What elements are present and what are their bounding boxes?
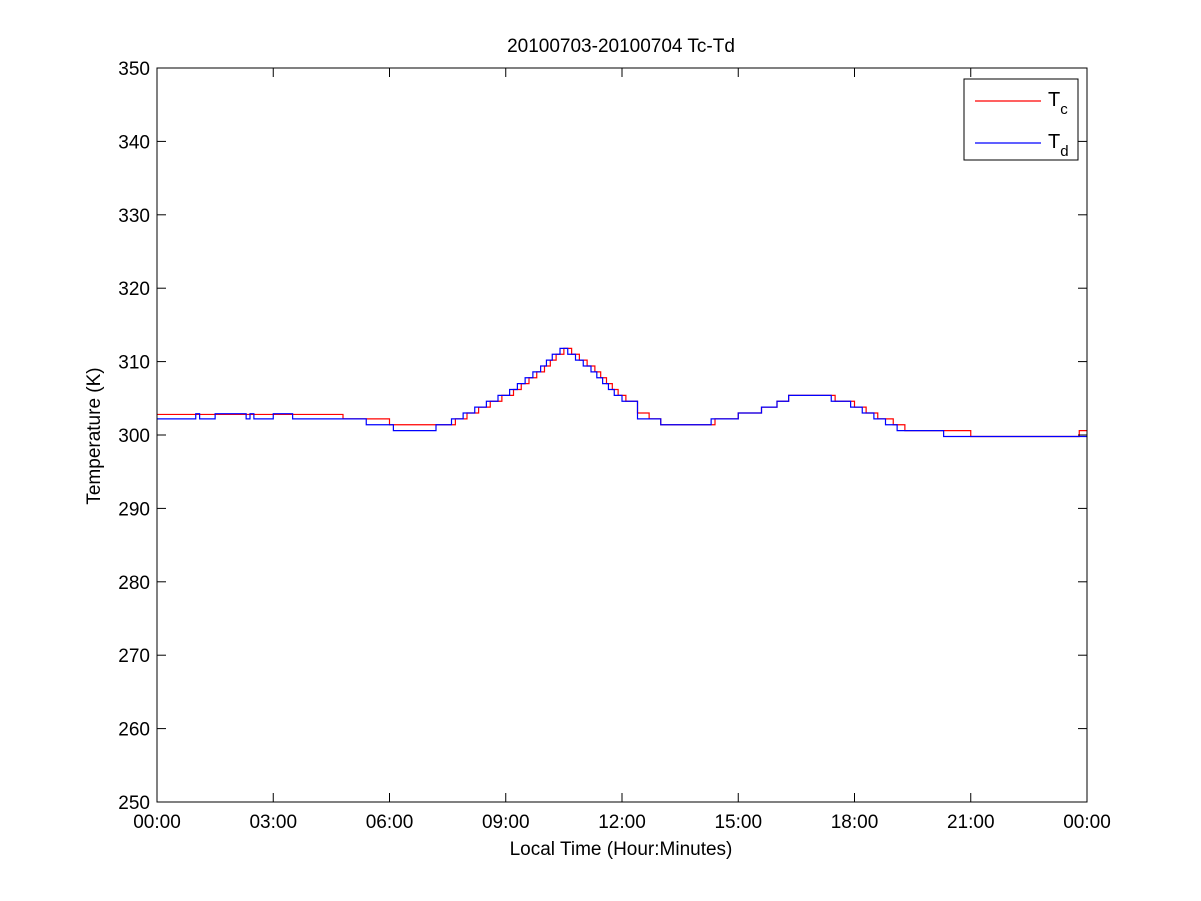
axes-box [156,67,1088,803]
y-tick-label: 280 [118,573,150,594]
y-tick-label: 320 [118,279,150,300]
x-tick-label: 18:00 [831,812,879,833]
y-tick-label: 340 [118,132,150,153]
series-line-td [157,347,1087,438]
y-tick-label: 290 [118,499,150,520]
x-tick-label: 09:00 [482,812,530,833]
legend-box [963,78,1079,161]
x-tick-label: 00:00 [133,812,181,833]
series-line-tc [157,347,1087,438]
y-tick-label: 300 [118,426,150,447]
x-tick-label: 00:00 [1063,812,1111,833]
x-axis-label: Local Time (Hour:Minutes) [510,839,733,860]
y-tick-label: 330 [118,206,150,227]
chart-title: 20100703-20100704 Tc-Td [507,36,735,57]
axes: 00:00 03:00 06:00 09:00 12:00 15:00 18:00 21:00… [118,59,1110,833]
y-tick-label: 270 [118,646,150,667]
y-axis-label: Temperature (K) [84,367,105,504]
x-tick-label: 21:00 [947,812,995,833]
y-tick-label: 260 [118,720,150,741]
plot-area [157,347,1087,438]
x-tick-label: 06:00 [366,812,414,833]
y-tick-label: 250 [118,793,150,814]
x-tick-label: 15:00 [714,812,762,833]
y-tick-label: 350 [118,59,150,80]
x-tick-label: 03:00 [249,812,297,833]
y-tick-label: 310 [118,353,150,374]
x-tick-label: 12:00 [598,812,646,833]
